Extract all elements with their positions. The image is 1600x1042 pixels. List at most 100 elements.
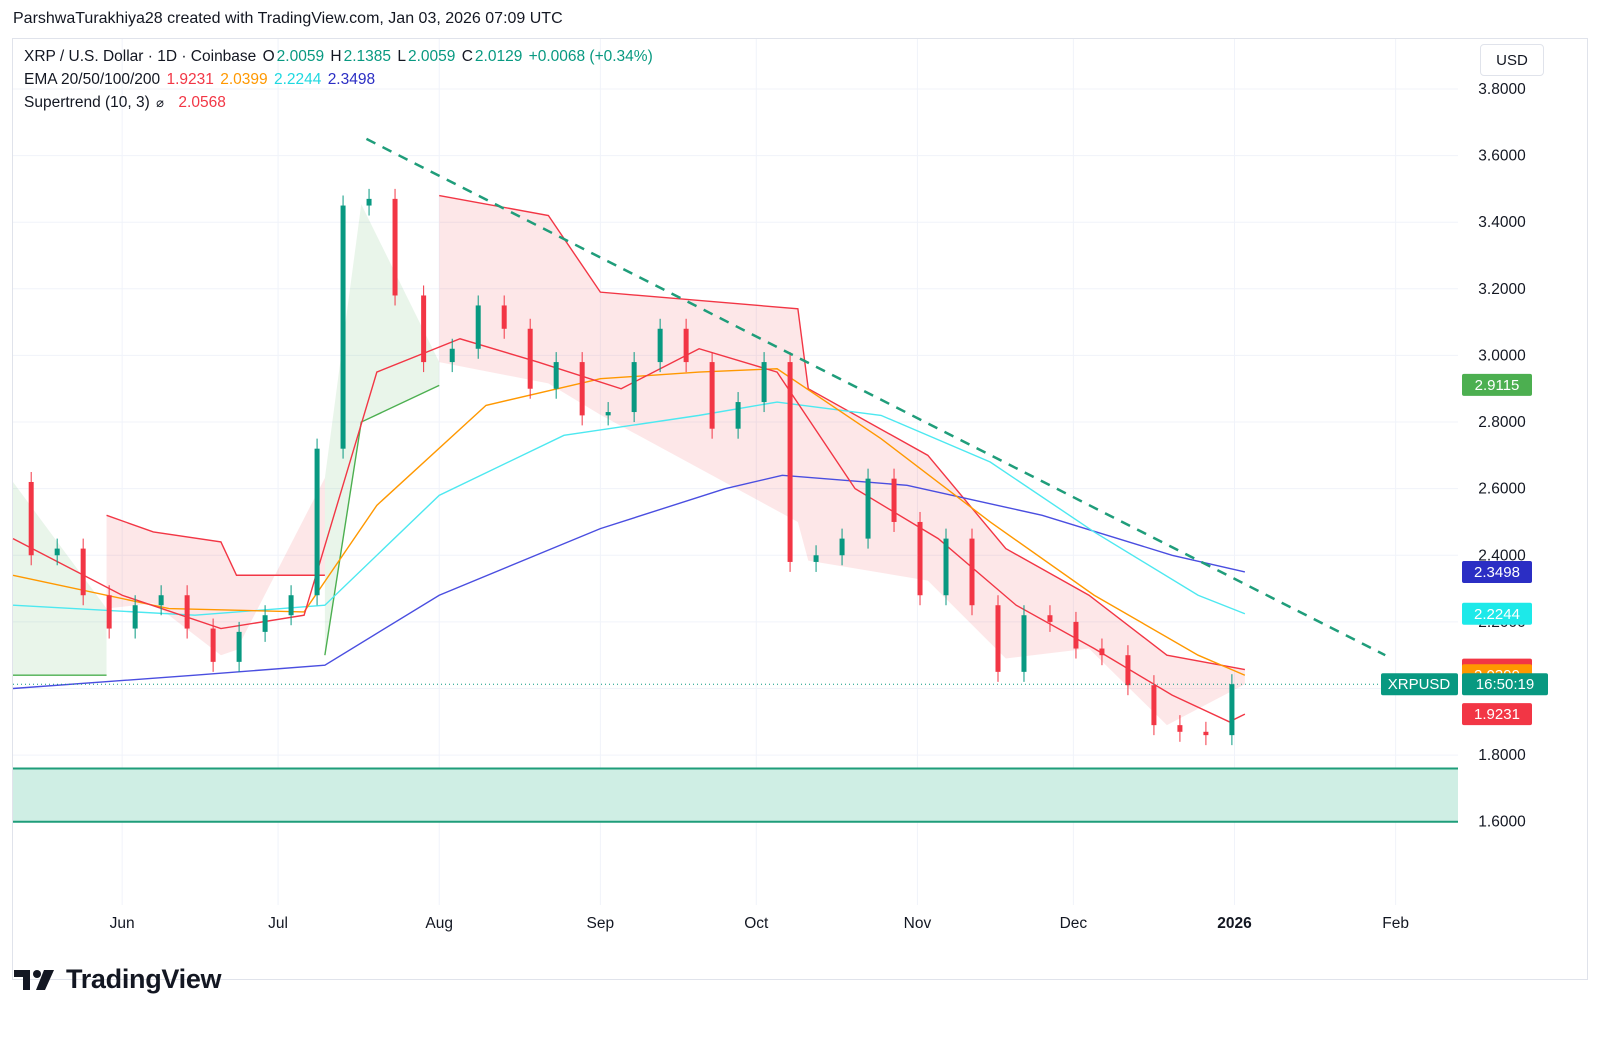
candle-body[interactable] bbox=[80, 548, 86, 596]
candle-body[interactable] bbox=[1177, 725, 1183, 732]
candle-body[interactable] bbox=[527, 328, 533, 389]
candle-body[interactable] bbox=[132, 605, 138, 629]
candle-body[interactable] bbox=[1151, 685, 1157, 726]
hidden-eye-icon[interactable]: ⌀ bbox=[156, 95, 164, 110]
candle-body[interactable] bbox=[1021, 615, 1027, 672]
candle-body[interactable] bbox=[1203, 731, 1209, 736]
candle-body[interactable] bbox=[1229, 684, 1235, 736]
candle-body[interactable] bbox=[1047, 615, 1053, 622]
chart-frame[interactable] bbox=[12, 38, 1588, 980]
x-tick-label: Aug bbox=[425, 915, 453, 932]
ema200-value: 2.3498 bbox=[327, 71, 376, 88]
legend-supertrend[interactable]: Supertrend (10, 3) ⌀ 2.0568 bbox=[24, 94, 228, 112]
ema20-line[interactable] bbox=[12, 338, 1246, 723]
x-tick-label: Feb bbox=[1382, 915, 1409, 932]
support-zone[interactable] bbox=[13, 768, 1458, 822]
candle-body[interactable] bbox=[605, 412, 611, 416]
price-tag[interactable] bbox=[1462, 373, 1532, 396]
candle-body[interactable] bbox=[891, 478, 897, 522]
chart-attribution: ParshwaTurakhiya28 created with TradingV… bbox=[13, 10, 563, 27]
ema-label: EMA 20/50/100/200 bbox=[24, 71, 161, 88]
supertrend-value: 2.0568 bbox=[178, 94, 226, 111]
currency-label: USD bbox=[1496, 51, 1528, 69]
tradingview-logo-icon bbox=[14, 969, 54, 990]
candle-body[interactable] bbox=[28, 481, 34, 556]
candle-body[interactable] bbox=[106, 595, 112, 629]
supertrend-down-line[interactable] bbox=[439, 194, 1246, 671]
price-tag-label: 1.9231 bbox=[1474, 706, 1520, 723]
candle-body[interactable] bbox=[553, 362, 559, 389]
x-tick-label: Sep bbox=[587, 915, 615, 932]
ema20-value: 1.9231 bbox=[166, 71, 214, 88]
x-tick-label: Jun bbox=[110, 915, 135, 932]
candle-body[interactable] bbox=[995, 605, 1001, 672]
price-tag[interactable] bbox=[1462, 560, 1532, 583]
legend-ema[interactable]: EMA 20/50/100/200 1.9231 2.0399 2.2244 2… bbox=[24, 71, 377, 89]
y-tick-label: 2.4000 bbox=[1478, 547, 1526, 564]
candle-body[interactable] bbox=[449, 348, 455, 363]
ema50-line[interactable] bbox=[12, 368, 1246, 676]
candle-body[interactable] bbox=[969, 538, 975, 606]
tradingview-logo[interactable]: TradingView bbox=[14, 964, 222, 995]
candle-body[interactable] bbox=[392, 198, 398, 296]
candle-body[interactable] bbox=[501, 305, 507, 329]
supertrend-label: Supertrend (10, 3) bbox=[24, 94, 150, 111]
candle-body[interactable] bbox=[1099, 648, 1105, 656]
candle-body[interactable] bbox=[657, 328, 663, 363]
y-tick-label: 2.8000 bbox=[1478, 414, 1526, 431]
candle-body[interactable] bbox=[475, 305, 481, 349]
ema200-line[interactable] bbox=[12, 474, 1246, 690]
candle-body[interactable] bbox=[54, 548, 60, 556]
supertrend-down-line[interactable] bbox=[106, 514, 325, 576]
candle-body[interactable] bbox=[631, 362, 637, 413]
candle-body[interactable] bbox=[1125, 655, 1131, 686]
currency-button[interactable]: USD bbox=[1480, 44, 1544, 76]
candle-body[interactable] bbox=[761, 362, 767, 403]
candle-body[interactable] bbox=[158, 595, 164, 606]
price-tag-label: 2.9115 bbox=[1475, 377, 1520, 394]
high-value: 2.1385 bbox=[343, 48, 392, 65]
brand-name: TradingView bbox=[66, 964, 222, 994]
close-label: C bbox=[461, 48, 473, 65]
candle-body[interactable] bbox=[709, 362, 715, 429]
x-tick-label: Oct bbox=[744, 915, 769, 932]
candle-body[interactable] bbox=[1073, 621, 1079, 649]
candle-body[interactable] bbox=[865, 478, 871, 539]
candle-body[interactable] bbox=[366, 198, 372, 206]
candle-body[interactable] bbox=[735, 402, 741, 429]
candle-body[interactable] bbox=[579, 362, 585, 416]
price-tag-label: 2.3498 bbox=[1474, 564, 1520, 581]
candle-body[interactable] bbox=[262, 615, 268, 632]
price-tag-label: 2.2244 bbox=[1474, 606, 1520, 623]
supertrend-up-fill bbox=[324, 204, 440, 656]
symbol-tag[interactable] bbox=[1381, 673, 1458, 696]
supertrend-up-fill bbox=[13, 481, 107, 676]
symbol-description[interactable]: XRP / U.S. Dollar · 1D · Coinbase bbox=[24, 48, 257, 65]
candle-body[interactable] bbox=[683, 328, 689, 363]
candle-body[interactable] bbox=[813, 555, 819, 562]
x-tick-label: 2026 bbox=[1217, 915, 1252, 932]
candle-body[interactable] bbox=[236, 631, 242, 662]
x-tick-label: Nov bbox=[904, 915, 932, 932]
candle-body[interactable] bbox=[184, 595, 190, 629]
candle-body[interactable] bbox=[314, 448, 320, 596]
countdown-tag[interactable] bbox=[1462, 673, 1548, 696]
candle-body[interactable] bbox=[288, 595, 294, 616]
low-label: L bbox=[397, 48, 406, 65]
candle-body[interactable] bbox=[210, 628, 216, 662]
candle-body[interactable] bbox=[917, 521, 923, 596]
y-tick-label: 3.8000 bbox=[1478, 81, 1526, 98]
candle-body[interactable] bbox=[340, 205, 346, 449]
candle-body[interactable] bbox=[943, 538, 949, 596]
price-tag[interactable] bbox=[1462, 602, 1532, 625]
price-tag[interactable] bbox=[1462, 703, 1532, 726]
candle-body[interactable] bbox=[421, 295, 427, 363]
legend-ohlc: XRP / U.S. Dollar · 1D · Coinbase O 2.005… bbox=[24, 48, 655, 66]
candle-body[interactable] bbox=[839, 538, 845, 556]
change-value: +0.0068 (+0.34%) bbox=[528, 48, 653, 65]
symbol-tag-label: XRPUSD bbox=[1388, 676, 1451, 693]
candle-body[interactable] bbox=[787, 362, 793, 562]
y-tick-label: 1.6000 bbox=[1478, 814, 1526, 831]
y-tick-label: 3.6000 bbox=[1478, 148, 1526, 165]
